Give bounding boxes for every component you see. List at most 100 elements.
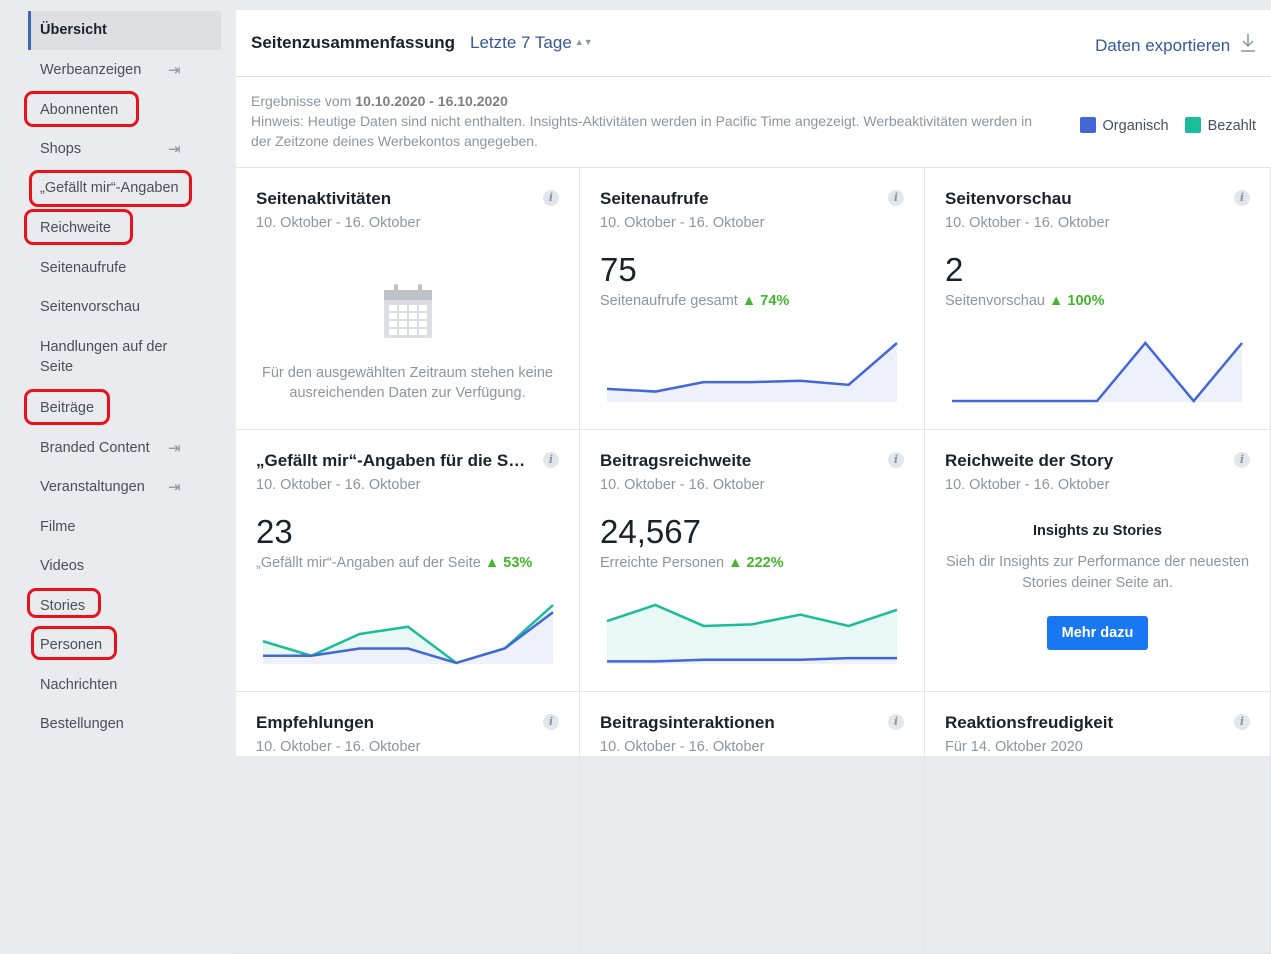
metric-card[interactable]: „Gefällt mir“-Angaben für die Seite i 10…: [236, 430, 580, 692]
card-title: Beitragsinteraktionen: [600, 713, 775, 732]
sparkline-chart: [952, 341, 1243, 403]
info-icon[interactable]: i: [1234, 452, 1250, 468]
paid-swatch: [1184, 117, 1201, 133]
card-date: 10. Oktober - 16. Oktober: [945, 215, 1110, 231]
sidebar-item[interactable]: Reichweite: [28, 218, 221, 238]
organic-area: [607, 343, 897, 402]
sidebar-item-label: Branded Content: [40, 440, 150, 456]
export-label: Daten exportieren: [1095, 36, 1231, 55]
annotation-highlight: [24, 389, 110, 425]
card-title: Reaktionsfreudigkeit: [945, 713, 1114, 732]
sidebar-item-label: Bestellungen: [40, 716, 124, 732]
metric-subtitle: „Gefällt mir“-Angaben auf der Seite ▲ 53…: [256, 555, 559, 571]
results-range: Ergebnisse vom 10.10.2020 - 16.10.2020: [251, 91, 1256, 111]
sidebar: Übersicht Werbeanzeigen ⇥ Abonnenten Shops ⇥ „…: [0, 0, 236, 756]
info-icon[interactable]: i: [543, 714, 559, 730]
annotation-highlight: [24, 209, 133, 245]
sidebar-item[interactable]: Shops ⇥: [28, 139, 221, 159]
sidebar-item-label: Übersicht: [40, 22, 107, 38]
sidebar-item[interactable]: Beiträge: [28, 398, 221, 418]
info-icon[interactable]: i: [888, 452, 904, 468]
sparkline-chart: [606, 603, 898, 664]
metric-value: 2: [945, 251, 964, 288]
sidebar-item-label: Filme: [40, 519, 76, 535]
card-date: Für 14. Oktober 2020: [945, 739, 1083, 755]
organic-area: [263, 612, 553, 664]
annotation-highlight: [29, 170, 192, 207]
sidebar-item[interactable]: Werbeanzeigen ⇥: [28, 60, 221, 80]
date-range-label: Letzte 7 Tage: [470, 33, 572, 52]
card-title: „Gefällt mir“-Angaben für die Seite: [256, 451, 531, 470]
metric-subtitle: Seitenvorschau ▲ 100%: [945, 293, 1250, 309]
card-date: 10. Oktober - 16. Oktober: [945, 477, 1110, 493]
metric-label: Seitenaufrufe gesamt: [600, 293, 738, 309]
metric-card[interactable]: Beitragsreichweite i 10. Oktober - 16. O…: [580, 430, 925, 692]
card-title: Reichweite der Story: [945, 451, 1114, 470]
sparkline-chart: [606, 342, 898, 402]
sidebar-item[interactable]: Bestellungen: [28, 714, 221, 734]
info-icon[interactable]: i: [1234, 714, 1250, 730]
paid-area: [263, 605, 553, 664]
sidebar-item[interactable]: Veranstaltungen ⇥: [28, 477, 221, 497]
card-title: Seitenvorschau: [945, 189, 1072, 208]
metric-label: Seitenvorschau: [945, 293, 1045, 309]
sidebar-item-label: Personen: [40, 637, 103, 653]
sidebar-item[interactable]: Übersicht: [28, 11, 221, 50]
sidebar-item-label: Abonnenten: [40, 102, 119, 118]
sidebar-item[interactable]: Handlungen auf der Seite: [28, 337, 188, 377]
metric-card[interactable]: Beitragsinteraktionen i 10. Oktober - 16…: [580, 692, 925, 954]
sidebar-item[interactable]: Seitenvorschau: [28, 297, 221, 317]
metric-subtitle: Erreichte Personen ▲ 222%: [600, 555, 904, 571]
story-heading: Insights zu Stories: [1033, 523, 1162, 539]
metric-card[interactable]: Seitenvorschau i 10. Oktober - 16. Oktob…: [925, 168, 1271, 430]
metric-label: „Gefällt mir“-Angaben auf der Seite: [256, 555, 481, 571]
info-icon[interactable]: i: [888, 190, 904, 206]
metric-card[interactable]: Reichweite der Story i 10. Oktober - 16.…: [925, 430, 1271, 692]
legend-paid-label: Bezahlt: [1207, 118, 1256, 134]
percent-change: 74%: [760, 293, 790, 309]
sidebar-item[interactable]: Abonnenten: [28, 100, 221, 120]
sidebar-item[interactable]: Filme: [28, 517, 221, 537]
results-dates: 10.10.2020 - 16.10.2020: [355, 93, 508, 109]
info-icon[interactable]: i: [543, 452, 559, 468]
metric-card[interactable]: Seitenaktivitäten i 10. Oktober - 16. Ok…: [236, 168, 580, 430]
sidebar-item[interactable]: Branded Content ⇥: [28, 438, 221, 458]
paid-area: [607, 605, 897, 664]
card-title: Seitenaktivitäten: [256, 189, 392, 208]
learn-more-button[interactable]: Mehr dazu: [1046, 616, 1149, 650]
hint-text: Hinweis: Heutige Daten sind nicht enthal…: [251, 113, 1033, 149]
sidebar-item-label: Shops: [40, 141, 82, 157]
trend-up: ▲ 222%: [728, 555, 784, 571]
organic-area: [952, 343, 1242, 402]
percent-change: 222%: [746, 555, 784, 571]
metric-subtitle: Seitenaufrufe gesamt ▲ 74%: [600, 293, 904, 309]
sidebar-item[interactable]: Personen: [28, 635, 221, 655]
legend: Organisch Bezahlt: [1079, 116, 1256, 136]
sidebar-item-label: Werbeanzeigen: [40, 62, 142, 78]
trend-up: ▲ 53%: [484, 555, 533, 571]
info-icon[interactable]: i: [888, 714, 904, 730]
sidebar-item-label: Seitenaufrufe: [40, 260, 127, 276]
sidebar-item[interactable]: Nachrichten: [28, 675, 221, 695]
info-icon[interactable]: i: [543, 190, 559, 206]
page-summary-header: Seitenzusammenfassung Letzte 7 Tage ▲▼ Da…: [236, 10, 1271, 77]
sidebar-item-label: Videos: [40, 558, 85, 574]
info-icon[interactable]: i: [1234, 190, 1250, 206]
metric-card[interactable]: Reaktionsfreudigkeit i Für 14. Oktober 2…: [925, 692, 1271, 954]
card-title: Empfehlungen: [256, 713, 375, 732]
sidebar-item[interactable]: Videos: [28, 556, 221, 576]
date-range-select[interactable]: Letzte 7 Tage ▲▼: [470, 33, 593, 53]
export-data-button[interactable]: Daten exportieren: [1095, 32, 1257, 56]
sidebar-item[interactable]: „Gefällt mir“-Angaben: [28, 178, 221, 198]
annotation-highlight: [24, 91, 139, 127]
metric-label: Erreichte Personen: [600, 555, 725, 571]
percent-change: 100%: [1067, 293, 1105, 309]
page-title: Seitenzusammenfassung: [251, 33, 456, 52]
sidebar-item[interactable]: Seitenaufrufe: [28, 258, 221, 278]
sidebar-item[interactable]: Stories: [28, 596, 221, 616]
metric-card[interactable]: Empfehlungen i 10. Oktober - 16. Oktober: [236, 692, 580, 954]
metric-card[interactable]: Seitenaufrufe i 10. Oktober - 16. Oktobe…: [580, 168, 925, 430]
sidebar-item-label: Nachrichten: [40, 677, 118, 693]
enter-icon: ⇥: [168, 62, 181, 79]
story-text: Sieh dir Insights zur Performance der ne…: [945, 554, 1250, 591]
